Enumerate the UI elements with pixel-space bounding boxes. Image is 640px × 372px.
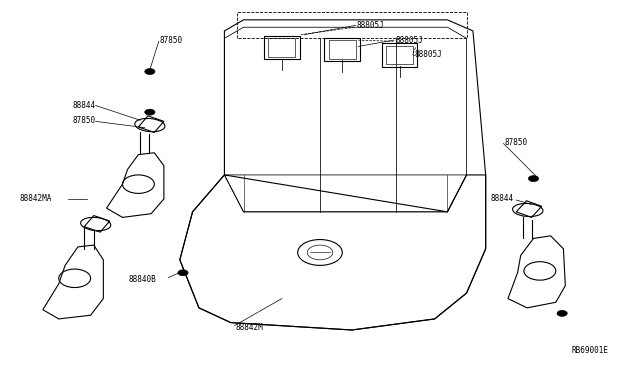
Text: 88844: 88844 xyxy=(73,101,96,110)
Circle shape xyxy=(529,176,539,182)
Text: 88805J: 88805J xyxy=(357,21,385,30)
Text: 88840B: 88840B xyxy=(129,275,157,283)
Text: 87850: 87850 xyxy=(505,138,528,147)
Circle shape xyxy=(178,270,188,276)
Circle shape xyxy=(557,310,567,316)
Text: 87850: 87850 xyxy=(159,36,182,45)
Circle shape xyxy=(145,68,155,74)
Text: 88805J: 88805J xyxy=(395,36,423,45)
Text: RB69001E: RB69001E xyxy=(572,346,609,355)
Text: 88842M: 88842M xyxy=(236,323,264,331)
Text: 87850: 87850 xyxy=(73,116,96,125)
Circle shape xyxy=(145,109,155,115)
Text: 88844: 88844 xyxy=(491,195,514,203)
Text: 88842MA: 88842MA xyxy=(19,195,52,203)
Text: 88805J: 88805J xyxy=(414,51,442,60)
